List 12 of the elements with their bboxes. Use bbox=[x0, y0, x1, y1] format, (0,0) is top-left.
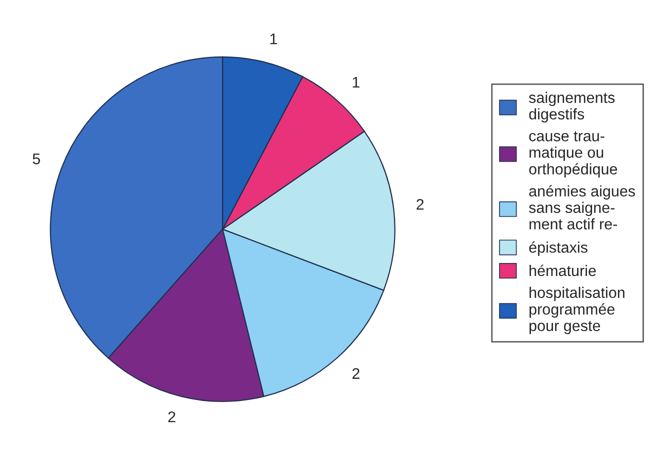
legend-label: anémies aigues sans saigne- ment actif re- bbox=[528, 185, 636, 230]
legend-label: hospitalisation programmée pour geste bbox=[530, 286, 624, 334]
data-label: 2 bbox=[168, 411, 176, 422]
legend-label: hématurie bbox=[530, 264, 596, 276]
data-label: 1 bbox=[352, 76, 360, 88]
data-label: 2 bbox=[352, 368, 360, 379]
data-label: 5 bbox=[32, 154, 40, 164]
data-label: 2 bbox=[416, 199, 424, 210]
legend-label: épistaxis bbox=[529, 241, 588, 256]
legend-label: saignements digestifs bbox=[528, 92, 615, 122]
legend-label: cause trau- matique ou orthopédique bbox=[529, 131, 618, 178]
data-label: 1 bbox=[270, 34, 277, 44]
